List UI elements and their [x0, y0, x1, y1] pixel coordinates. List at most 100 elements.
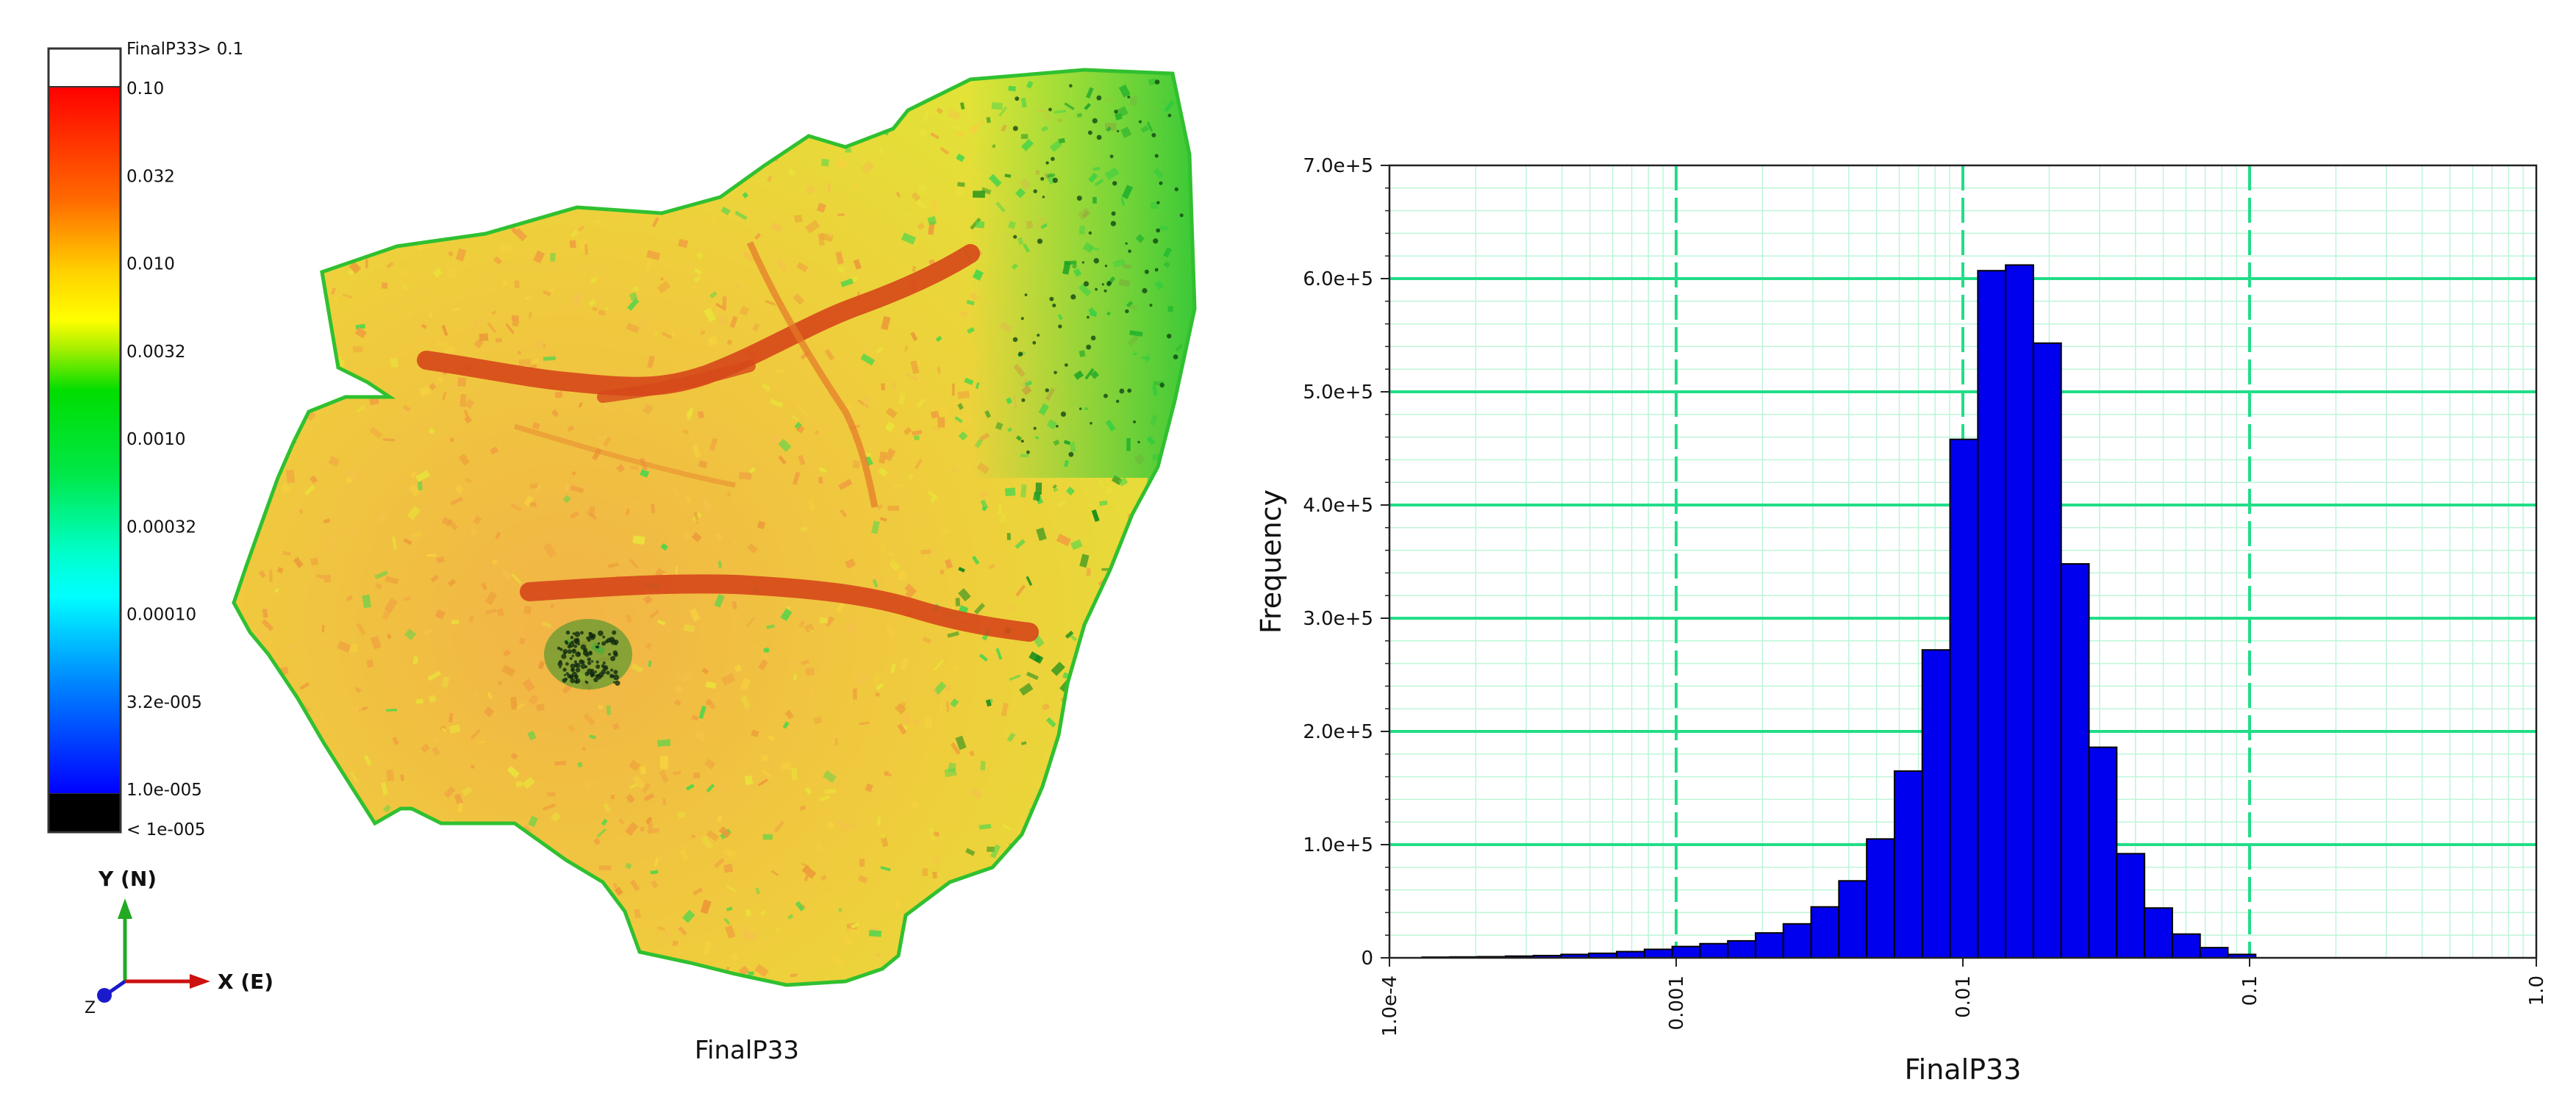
map-speckle — [571, 293, 582, 307]
map-speckle — [673, 114, 683, 127]
map-speckle — [804, 787, 812, 795]
map-speckle — [950, 742, 961, 756]
map-speckle — [626, 323, 640, 334]
map-speckle — [885, 407, 898, 419]
map-speckle — [1012, 867, 1021, 876]
map-speckle — [739, 472, 752, 480]
map-dark-dot — [1026, 450, 1030, 454]
map-speckle — [302, 973, 313, 982]
map-speckle — [907, 473, 914, 481]
map-speckle — [904, 583, 917, 596]
y-axis-label: Y (N) — [98, 867, 157, 891]
map-speckle — [451, 383, 457, 393]
map-dark-dot — [1086, 344, 1092, 350]
map-dark-dot — [1103, 393, 1108, 398]
map-speckle — [981, 506, 987, 512]
map-speckle — [990, 844, 1001, 859]
map-dark-dot — [570, 663, 576, 669]
map-speckle — [245, 135, 251, 148]
map-speckle — [804, 874, 809, 882]
map-speckle — [251, 173, 257, 177]
map-speckle — [607, 562, 619, 568]
map-speckle — [223, 542, 231, 550]
map-speckle — [479, 333, 489, 342]
map-speckle — [499, 956, 509, 964]
map-speckle — [223, 923, 229, 931]
map-speckle — [789, 659, 796, 667]
map-speckle — [904, 345, 909, 352]
map-speckle — [940, 407, 948, 415]
map-dark-dot — [598, 630, 604, 637]
map-speckle — [1057, 677, 1066, 684]
map-speckle — [410, 884, 419, 892]
map-speckle — [714, 593, 725, 608]
x-tick-label: 0.1 — [2239, 975, 2261, 1006]
map-speckle — [875, 576, 883, 580]
map-speckle — [691, 284, 697, 290]
map-speckle — [601, 818, 608, 826]
map-speckle — [980, 761, 986, 771]
map-speckle — [813, 716, 823, 725]
map-speckle — [795, 424, 805, 434]
map-speckle — [956, 130, 965, 137]
map-speckle — [1090, 671, 1095, 676]
map-speckle — [955, 598, 961, 606]
map-speckle — [429, 382, 437, 390]
map-speckle — [1172, 608, 1181, 620]
legend-frame — [47, 47, 122, 834]
map-speckle — [326, 536, 337, 549]
map-speckle — [612, 76, 620, 90]
map-speckle — [957, 403, 964, 410]
map-speckle — [951, 466, 958, 473]
map-speckle — [321, 185, 327, 193]
map-speckle — [382, 959, 395, 973]
map-speckle — [885, 625, 897, 637]
map-speckle — [499, 244, 512, 254]
map-speckle — [595, 276, 598, 280]
map-speckle — [415, 470, 431, 482]
map-speckle — [1096, 678, 1104, 687]
map-speckle — [898, 393, 906, 405]
map-speckle — [643, 792, 655, 802]
map-speckle — [1181, 731, 1192, 742]
map-speckle — [657, 739, 671, 747]
map-speckle — [874, 692, 881, 698]
map-speckle — [677, 811, 687, 820]
map-speckle — [624, 87, 634, 96]
histogram-bar — [2032, 342, 2062, 958]
map-speckle — [826, 232, 832, 238]
map-dark-dot — [575, 678, 581, 684]
map-speckle — [852, 688, 858, 700]
map-speckle — [448, 851, 459, 864]
map-speckle — [1136, 517, 1148, 526]
map-dark-dot — [1017, 351, 1023, 357]
map-dark-dot — [1125, 242, 1128, 245]
map-speckle — [634, 909, 641, 919]
map-speckle — [582, 150, 590, 159]
map-speckle — [1176, 610, 1189, 617]
map-dark-dot — [1037, 238, 1043, 244]
map-speckle — [946, 701, 950, 712]
map-speckle — [937, 417, 945, 428]
map-speckle — [743, 116, 756, 129]
map-speckle — [1015, 584, 1026, 597]
map-speckle — [407, 90, 412, 96]
map-speckle — [933, 856, 942, 866]
map-speckle — [383, 804, 392, 813]
map-speckle — [678, 926, 687, 936]
map-speckle — [382, 437, 396, 442]
map-speckle — [822, 91, 827, 95]
map-speckle — [958, 431, 968, 441]
map-dark-dot — [1079, 407, 1082, 410]
map-speckle — [1106, 487, 1112, 493]
map-speckle — [923, 110, 930, 122]
map-speckle — [900, 657, 909, 670]
map-speckle — [237, 368, 248, 380]
map-speckle — [852, 129, 865, 135]
map-speckle — [241, 82, 253, 87]
map-speckle — [740, 695, 751, 710]
map-speckle — [363, 754, 372, 766]
map-speckle — [947, 631, 959, 638]
map-speckle — [791, 414, 800, 422]
